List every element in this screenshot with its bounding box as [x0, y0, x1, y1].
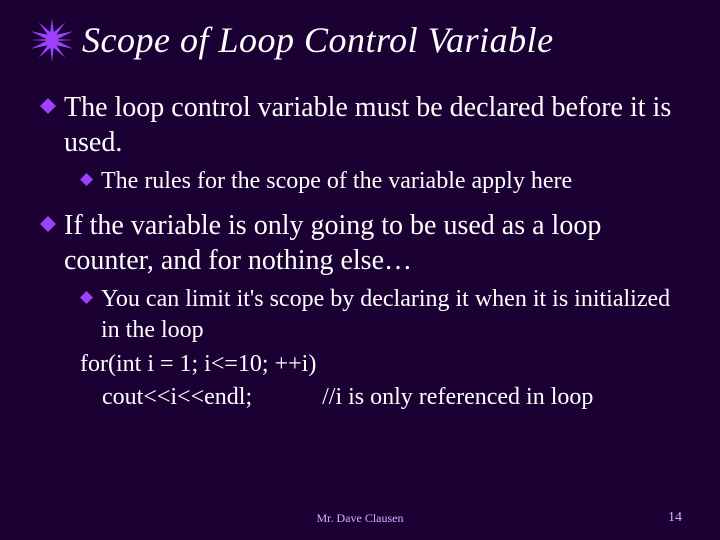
bullet-text: The rules for the scope of the variable … [101, 166, 572, 196]
diamond-icon [40, 216, 56, 232]
bullet-level1: The loop control variable must be declar… [40, 90, 690, 160]
slide-title: Scope of Loop Control Variable [82, 19, 554, 61]
diamond-icon [40, 98, 56, 114]
code-line: cout<<i<<endl; //i is only referenced in… [80, 381, 690, 413]
diamond-icon [80, 173, 93, 186]
code-line: for(int i = 1; i<=10; ++i) [80, 348, 690, 380]
page-number: 14 [668, 510, 682, 526]
slide-content: The loop control variable must be declar… [30, 90, 690, 413]
footer-author: Mr. Dave Clausen [0, 511, 720, 526]
starburst-icon [30, 18, 74, 62]
bullet-level2: You can limit it's scope by declaring it… [80, 284, 690, 346]
bullet-level1: If the variable is only going to be used… [40, 208, 690, 278]
slide-container: Scope of Loop Control Variable The loop … [0, 0, 720, 540]
code-block: for(int i = 1; i<=10; ++i) cout<<i<<endl… [80, 348, 690, 413]
bullet-text: If the variable is only going to be used… [64, 208, 690, 278]
diamond-icon [80, 291, 93, 304]
bullet-text: You can limit it's scope by declaring it… [101, 284, 690, 346]
code-comment: //i is only referenced in loop [322, 381, 593, 413]
bullet-level2: The rules for the scope of the variable … [80, 166, 690, 196]
title-row: Scope of Loop Control Variable [30, 18, 690, 62]
code-fragment: cout<<i<<endl; [102, 381, 252, 413]
bullet-text: The loop control variable must be declar… [64, 90, 690, 160]
